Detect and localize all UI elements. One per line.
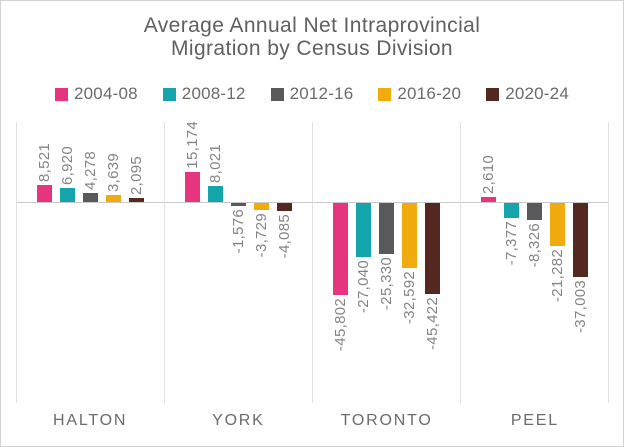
legend: 2004-08 2008-12 2012-16 2016-20 2020-24	[1, 84, 623, 104]
bar-value-label: 15,174	[184, 121, 201, 169]
bar-york-2012-16	[231, 203, 246, 206]
bar-value-label: -21,282	[549, 249, 566, 302]
bar-york-2008-12	[208, 186, 223, 202]
chart-title-line1: Average Annual Net Intraprovincial	[143, 14, 481, 37]
bar-toronto-2012-16	[379, 203, 394, 254]
bar-halton-2012-16	[83, 193, 98, 202]
legend-item-2020-24: 2020-24	[486, 84, 569, 104]
legend-swatch-icon	[486, 87, 500, 101]
bar-halton-2004-08	[37, 185, 52, 202]
gridline	[312, 122, 313, 403]
x-axis-label-york: YORK	[212, 412, 265, 429]
legend-label: 2004-08	[74, 84, 138, 103]
gridline	[164, 122, 165, 403]
bar-value-label: 6,920	[59, 145, 76, 185]
bar-york-2004-08	[185, 172, 200, 202]
gridline	[608, 122, 609, 403]
bar-halton-2016-20	[106, 195, 121, 202]
bar-value-label: -3,729	[253, 213, 270, 258]
bar-peel-2008-12	[504, 203, 519, 218]
bar-peel-2016-20	[550, 203, 565, 246]
bar-value-label: -7,377	[503, 221, 520, 266]
legend-swatch-icon	[378, 87, 392, 101]
bar-toronto-2008-12	[356, 203, 371, 257]
bar-value-label: 4,278	[82, 150, 99, 190]
bar-value-label: -1,576	[230, 209, 247, 254]
bar-value-label: 2,095	[128, 155, 145, 195]
legend-item-2016-20: 2016-20	[378, 84, 461, 104]
bar-peel-2012-16	[527, 203, 542, 220]
legend-label: 2020-24	[505, 84, 569, 103]
x-axis-labels: HALTON YORK TORONTO PEEL	[16, 412, 609, 430]
bar-value-label: 8,521	[36, 142, 53, 182]
bar-value-label: -37,003	[572, 280, 589, 333]
bar-toronto-2016-20	[402, 203, 417, 268]
bar-peel-2004-08	[481, 197, 496, 202]
bar-value-label: -8,326	[526, 223, 543, 268]
legend-swatch-icon	[270, 87, 284, 101]
bar-toronto-2020-24	[425, 203, 440, 294]
bar-halton-2020-24	[129, 198, 144, 202]
legend-item-2004-08: 2004-08	[55, 84, 138, 104]
plot-area: 8,521 6,920 4,278 3,639 2,095 15,174 8,021 -1,5…	[16, 121, 609, 403]
bar-value-label: 8,021	[207, 143, 224, 183]
bar-york-2020-24	[277, 203, 292, 211]
x-axis-label-toronto: TORONTO	[340, 412, 433, 429]
bar-value-label: -25,330	[378, 257, 395, 310]
legend-swatch-icon	[55, 87, 68, 101]
bar-value-label: -45,802	[332, 298, 349, 351]
bar-value-label: -27,040	[355, 260, 372, 313]
chart-title-line2: Migration by Census Division	[171, 37, 453, 60]
bar-value-label: 3,639	[105, 152, 122, 192]
bar-toronto-2004-08	[333, 203, 348, 295]
bar-peel-2020-24	[573, 203, 588, 277]
bar-value-label: -45,422	[424, 297, 441, 350]
x-axis-label-peel: PEEL	[510, 412, 559, 429]
legend-item-2008-12: 2008-12	[162, 84, 246, 104]
gridline	[16, 122, 17, 403]
legend-label: 2008-12	[181, 84, 246, 103]
bar-value-label: -4,085	[276, 214, 293, 259]
gridline	[460, 122, 461, 403]
legend-item-2012-16: 2012-16	[270, 84, 354, 104]
legend-label: 2012-16	[289, 84, 354, 103]
bar-york-2016-20	[254, 203, 269, 210]
legend-swatch-icon	[162, 87, 176, 101]
legend-label: 2016-20	[397, 84, 462, 103]
bar-value-label: -32,592	[401, 271, 418, 324]
bar-halton-2008-12	[60, 188, 75, 202]
x-axis-label-halton: HALTON	[53, 412, 128, 429]
bar-value-label: 2,610	[480, 154, 497, 194]
chart-title: Average Annual Net Intraprovincial Migra…	[1, 14, 623, 60]
